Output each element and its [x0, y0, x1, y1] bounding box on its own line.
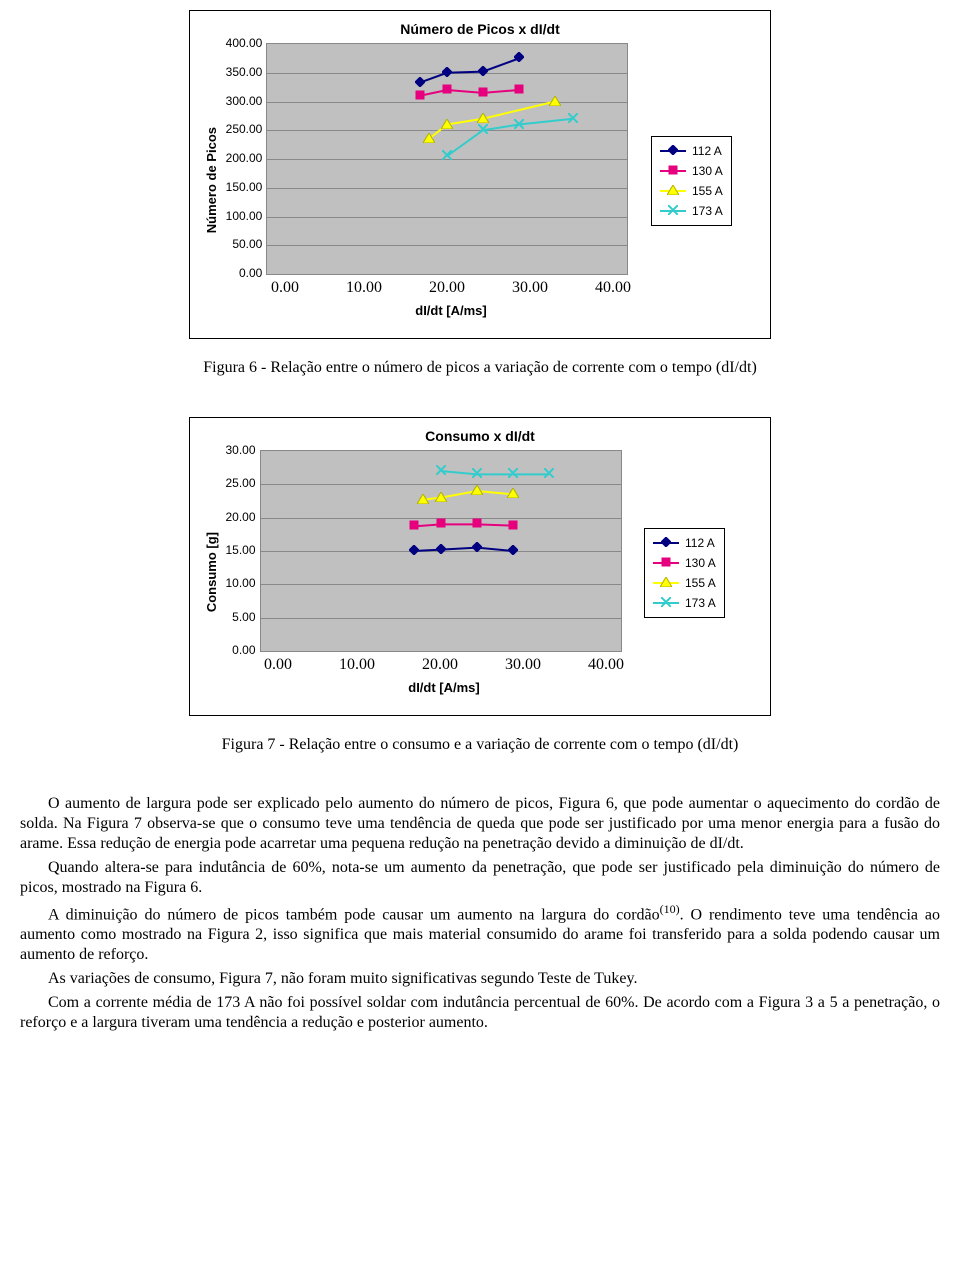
chart-consumo-marker [508, 542, 518, 560]
chart-consumo-marker [471, 482, 483, 500]
chart-consumo-legend-label: 112 A [685, 536, 715, 550]
chart-consumo-marker [508, 517, 518, 535]
paragraph-1: O aumento de largura pode ser explicado … [20, 794, 940, 854]
chart-picos-legend-item: 112 A [660, 141, 723, 161]
chart-consumo-marker [417, 491, 429, 509]
chart-consumo-ytick: 10.00 [225, 577, 255, 589]
chart-consumo-legend-label: 155 A [685, 576, 716, 590]
chart-picos-ytick: 50.00 [226, 238, 263, 250]
chart-picos-xtick: 10.00 [346, 279, 382, 297]
chart-consumo-xtick: 40.00 [588, 656, 624, 674]
chart-picos: Número de Picos x dI/dt Número de Picos 40… [189, 10, 771, 339]
chart-picos-marker [478, 84, 488, 102]
chart-picos-legend-label: 173 A [692, 204, 723, 218]
chart-consumo-legend: 112 A 130 A 155 A 173 A [644, 528, 725, 618]
chart-consumo-marker [409, 542, 419, 560]
chart-picos-legend-label: 112 A [692, 144, 722, 158]
chart-picos-legend: 112 A 130 A 155 A 173 A [651, 136, 732, 226]
chart-consumo-marker [544, 465, 554, 483]
chart-picos-ytick: 200.00 [226, 152, 263, 164]
chart-picos-marker [514, 116, 524, 134]
chart-picos-marker [514, 49, 524, 67]
chart-picos-marker [415, 87, 425, 105]
chart-picos-ytick: 400.00 [226, 37, 263, 49]
chart-consumo-ytick: 15.00 [225, 544, 255, 556]
paragraph-4: As variações de consumo, Figura 7, não f… [20, 969, 940, 989]
chart-picos-marker [549, 93, 561, 111]
chart-consumo-title: Consumo x dI/dt [190, 418, 770, 450]
chart-picos-xtick: 0.00 [271, 279, 299, 297]
chart-picos-plot-area [266, 43, 628, 275]
chart-picos-legend-item: 155 A [660, 181, 723, 201]
chart-picos-marker [514, 81, 524, 99]
chart-consumo-legend-item: 155 A [653, 573, 716, 593]
chart-picos-legend-item: 130 A [660, 161, 723, 181]
chart-consumo-ytick: 25.00 [225, 477, 255, 489]
chart-picos-title: Número de Picos x dI/dt [190, 11, 770, 43]
paragraph-3: A diminuição do número de picos também p… [20, 902, 940, 965]
chart-picos-marker [423, 130, 435, 148]
chart-consumo-ytick: 30.00 [225, 444, 255, 456]
paragraph-2: Quando altera-se para indutância de 60%,… [20, 858, 940, 898]
chart-consumo-xtick: 30.00 [505, 656, 541, 674]
chart-consumo-marker [508, 465, 518, 483]
chart-picos-ytick: 150.00 [226, 181, 263, 193]
chart-consumo-legend-item: 173 A [653, 593, 716, 613]
chart-picos-ylabel: Número de Picos [200, 127, 223, 233]
figure7-caption: Figura 7 - Relação entre o consumo e a v… [20, 736, 940, 754]
chart-consumo-legend-item: 130 A [653, 553, 716, 573]
chart-picos-ytick: 350.00 [226, 66, 263, 78]
chart-consumo-marker [435, 489, 447, 507]
chart-consumo-ytick: 20.00 [225, 511, 255, 523]
chart-consumo-marker [472, 515, 482, 533]
chart-picos-marker [442, 147, 452, 165]
chart-consumo-marker [507, 485, 519, 503]
chart-consumo-marker [409, 517, 419, 535]
chart-consumo-marker [436, 541, 446, 559]
chart-picos-ytick: 100.00 [226, 210, 263, 222]
chart-consumo-marker [436, 462, 446, 480]
chart-picos-legend-label: 155 A [692, 184, 723, 198]
chart-consumo-legend-item: 112 A [653, 533, 716, 553]
chart-consumo-ytick: 0.00 [225, 644, 255, 656]
chart-consumo-marker [436, 515, 446, 533]
chart-picos-marker [478, 121, 488, 139]
body-text: O aumento de largura pode ser explicado … [20, 794, 940, 1033]
chart-consumo-xtick: 20.00 [422, 656, 458, 674]
chart-consumo-legend-label: 173 A [685, 596, 716, 610]
chart-consumo-legend-label: 130 A [685, 556, 716, 570]
chart-consumo-xlabel: dI/dt [A/ms] [264, 680, 624, 695]
chart-picos-marker [478, 63, 488, 81]
chart-consumo-plot-area [260, 450, 622, 652]
chart-picos-legend-label: 130 A [692, 164, 723, 178]
chart-consumo-xtick: 0.00 [264, 656, 292, 674]
paragraph-5: Com a corrente média de 173 A não foi po… [20, 993, 940, 1033]
chart-picos-xlabel: dI/dt [A/ms] [271, 303, 631, 318]
chart-picos-marker [568, 110, 578, 128]
chart-picos-ytick: 250.00 [226, 123, 263, 135]
chart-picos-xtick: 30.00 [512, 279, 548, 297]
chart-picos-legend-item: 173 A [660, 201, 723, 221]
chart-picos-marker [441, 116, 453, 134]
chart-picos-ytick: 300.00 [226, 95, 263, 107]
chart-picos-marker [442, 64, 452, 82]
chart-consumo-ytick: 5.00 [225, 611, 255, 623]
chart-picos-xtick: 20.00 [429, 279, 465, 297]
chart-consumo-marker [472, 465, 482, 483]
chart-picos-marker [442, 81, 452, 99]
chart-picos-ytick: 0.00 [226, 267, 263, 279]
chart-consumo-xtick: 10.00 [339, 656, 375, 674]
figure6-caption: Figura 6 - Relação entre o número de pic… [20, 359, 940, 377]
chart-picos-xtick: 40.00 [595, 279, 631, 297]
chart-consumo-ylabel: Consumo [g] [200, 532, 223, 612]
chart-consumo: Consumo x dI/dt Consumo [g] 30.00 25.00 20.0… [189, 417, 771, 716]
chart-consumo-marker [472, 539, 482, 557]
